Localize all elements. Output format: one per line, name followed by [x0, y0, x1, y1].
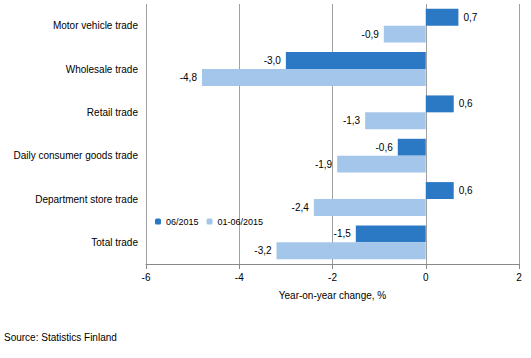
svg-text:-3,2: -3,2 [254, 245, 272, 256]
svg-text:Motor vehicle trade: Motor vehicle trade [53, 20, 138, 31]
svg-text:0: 0 [423, 272, 429, 283]
svg-text:-4,8: -4,8 [180, 72, 198, 83]
svg-text:-4: -4 [235, 272, 244, 283]
svg-text:0,6: 0,6 [459, 98, 473, 109]
svg-text:-0,6: -0,6 [376, 142, 394, 153]
svg-text:0,7: 0,7 [463, 12, 477, 23]
svg-text:-1,3: -1,3 [343, 115, 361, 126]
svg-text:2: 2 [516, 272, 522, 283]
svg-text:-1,5: -1,5 [334, 228, 352, 239]
svg-text:-0,9: -0,9 [362, 29, 380, 40]
svg-text:01-06/2015: 01-06/2015 [218, 217, 264, 227]
svg-text:Retail trade: Retail trade [87, 107, 139, 118]
svg-text:Total trade: Total trade [91, 237, 138, 248]
svg-text:-2,4: -2,4 [292, 202, 310, 213]
svg-text:-3,0: -3,0 [264, 55, 282, 66]
svg-text:Source: Statistics Finland: Source: Statistics Finland [4, 332, 117, 343]
svg-text:-1,9: -1,9 [315, 159, 333, 170]
svg-text:Wholesale trade: Wholesale trade [66, 64, 139, 75]
svg-text:0,6: 0,6 [459, 185, 473, 196]
svg-text:-2: -2 [328, 272, 337, 283]
svg-text:-6: -6 [142, 272, 151, 283]
svg-text:Year-on-year change, %: Year-on-year change, % [279, 290, 387, 301]
svg-text:06/2015: 06/2015 [166, 217, 199, 227]
svg-text:Daily consumer goods trade: Daily consumer goods trade [13, 150, 138, 161]
svg-text:Department store trade: Department store trade [35, 194, 138, 205]
